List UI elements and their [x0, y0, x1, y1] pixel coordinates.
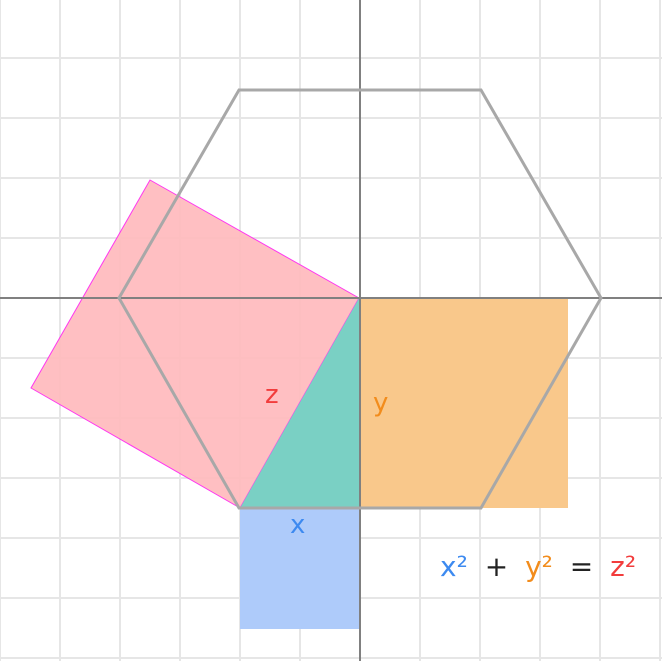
square-z — [30, 179, 360, 509]
equation-plus: + — [485, 550, 508, 583]
label-z: z — [265, 380, 279, 410]
square-y — [359, 298, 568, 508]
equation: x² + y² = z² — [440, 550, 636, 583]
hexagon — [117, 88, 603, 510]
right-triangle — [240, 298, 359, 508]
equation-x-term: x² — [440, 550, 468, 583]
equation-equals: = — [570, 550, 593, 583]
square-x — [240, 508, 359, 629]
label-y: y — [373, 388, 388, 418]
label-x: x — [290, 510, 305, 540]
equation-y-term: y² — [525, 550, 553, 583]
equation-z-term: z² — [610, 550, 636, 583]
